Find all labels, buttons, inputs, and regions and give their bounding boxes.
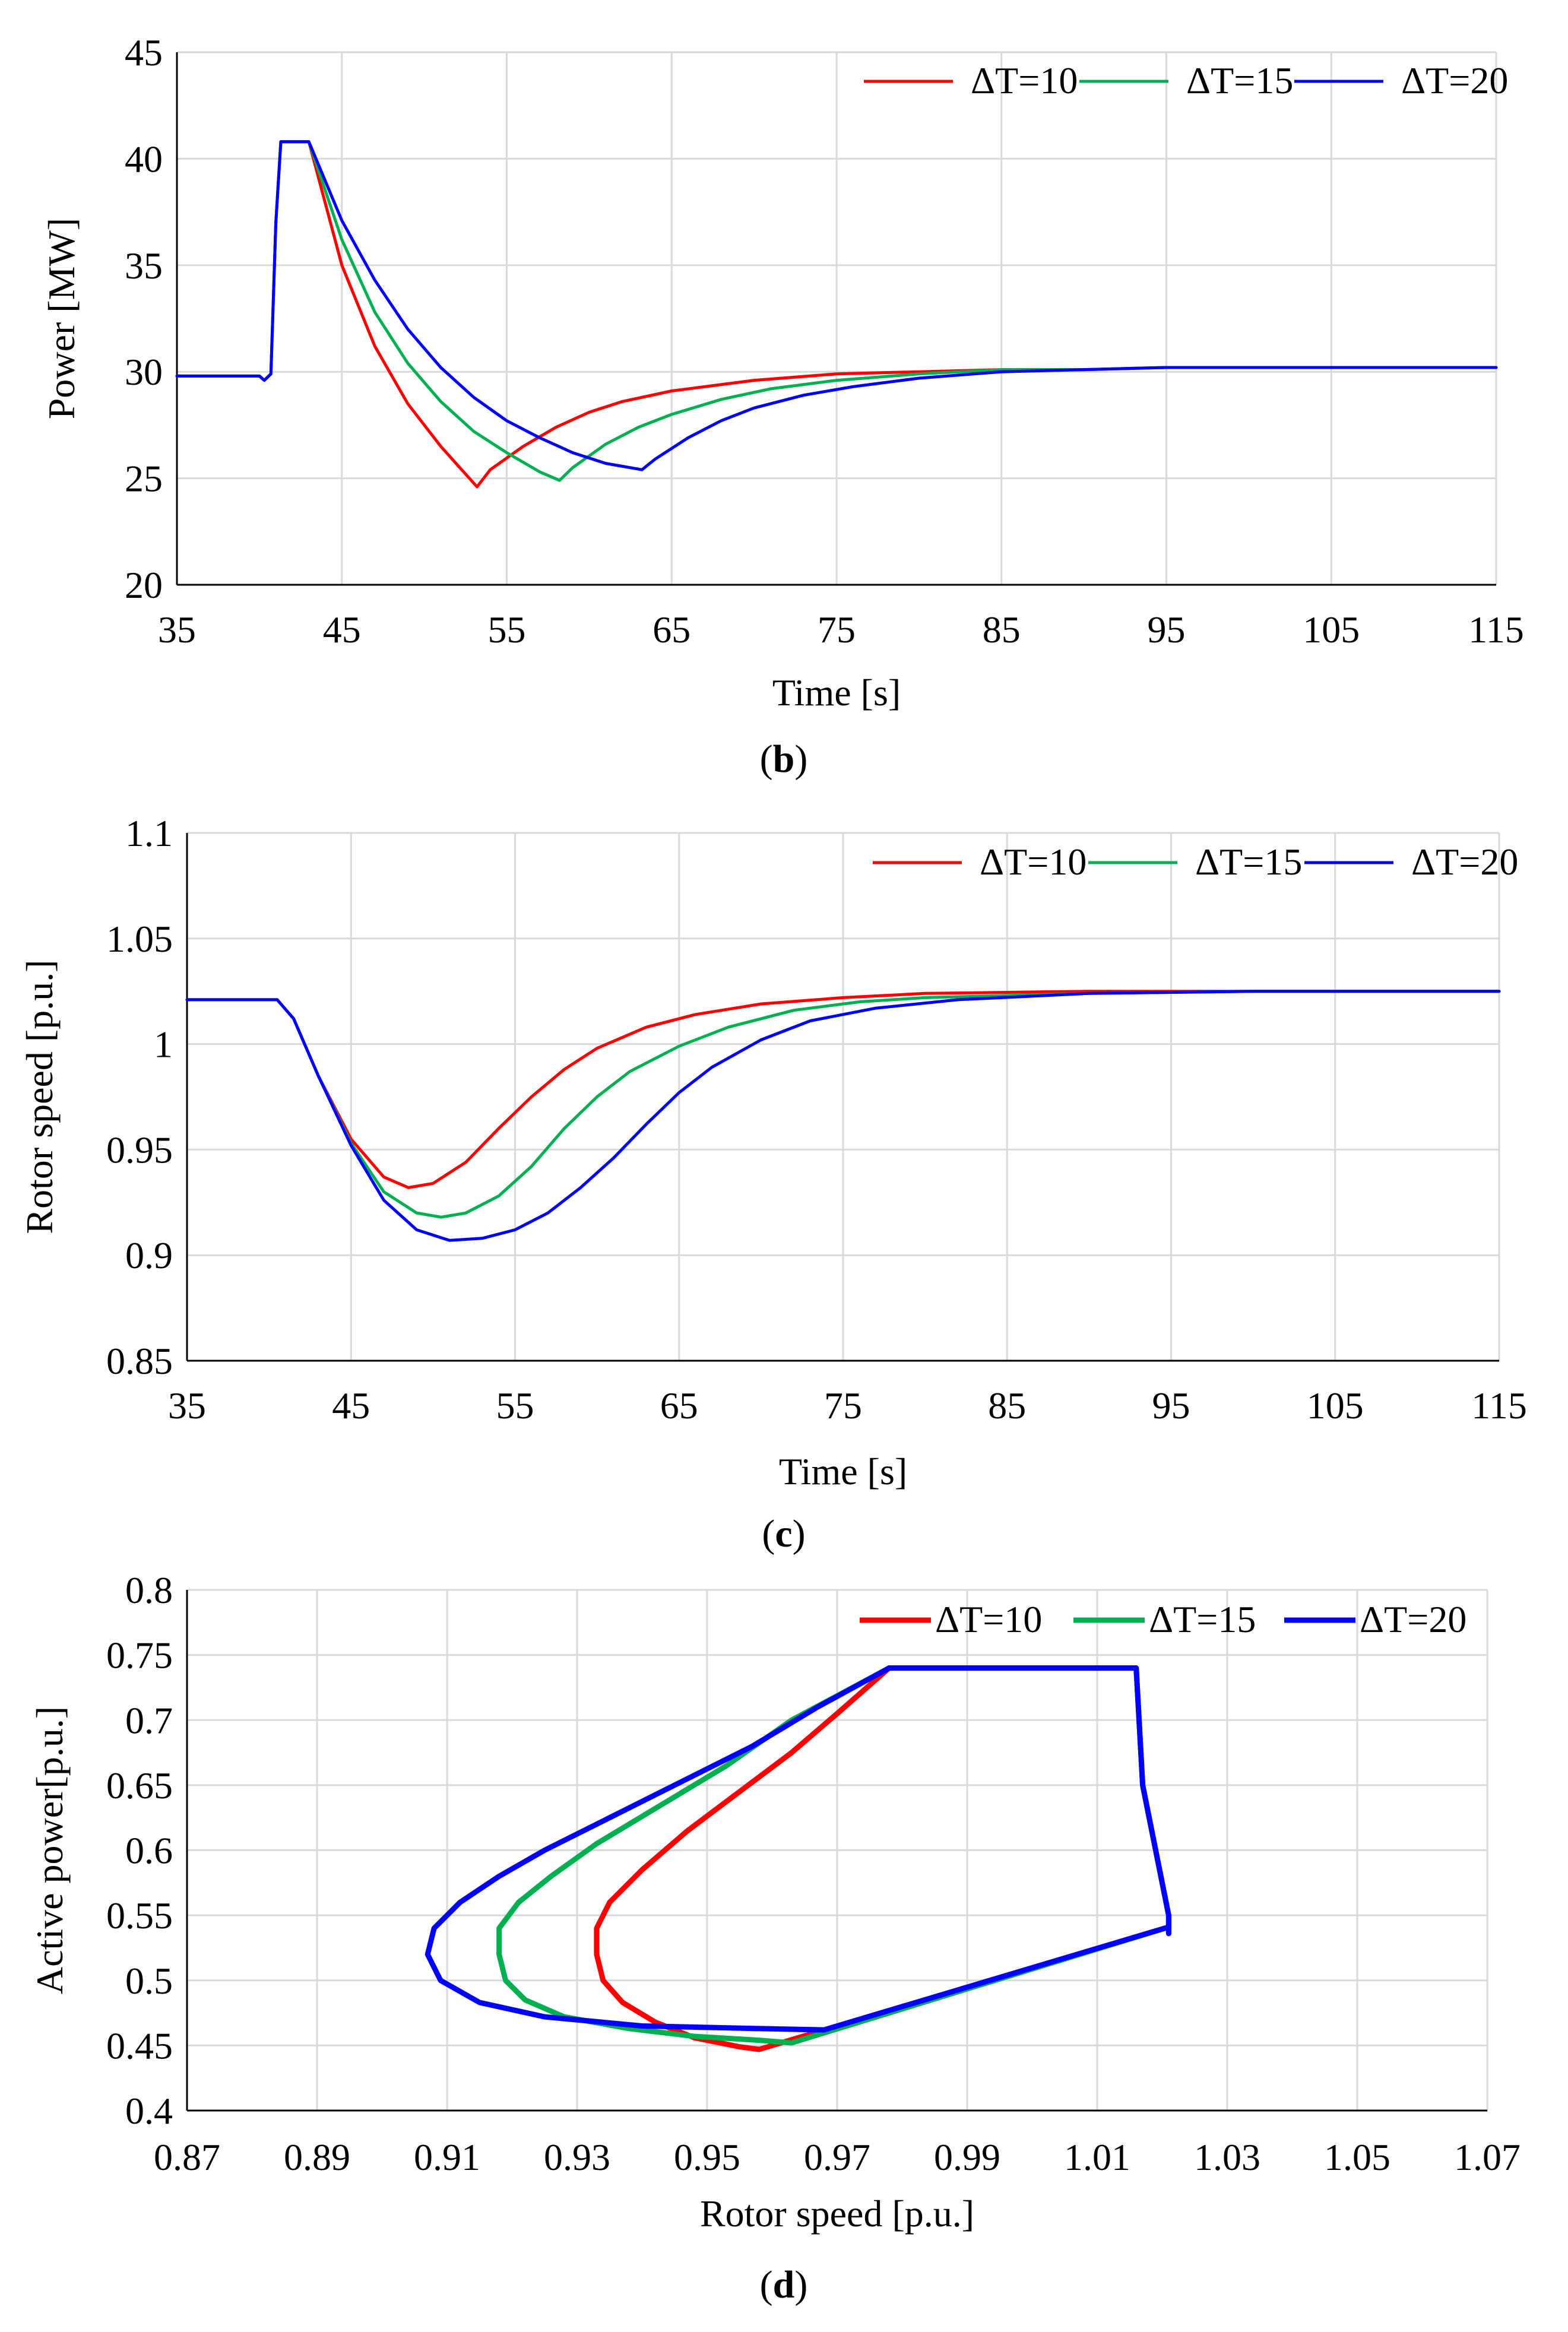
y-tick-label: 0.75: [106, 1634, 173, 1677]
subfigure-caption: (c): [762, 1512, 805, 1555]
legend-label-0: ΔT=10: [971, 59, 1078, 102]
x-tick-label: 1.05: [1324, 2136, 1390, 2178]
caption-letter: d: [773, 2263, 795, 2306]
y-tick-label: 0.7: [125, 1699, 173, 1741]
x-tick-label: 45: [323, 609, 361, 651]
x-tick-label: 65: [652, 609, 690, 651]
x-axis-title: Time [s]: [779, 1450, 907, 1493]
x-tick-label: 0.99: [934, 2136, 1000, 2178]
chart-power: 35 45 55 65 75 85 95 105 115 20 25 30 35 40 45 Time [s]…: [40, 31, 1524, 781]
subfigure-caption: (b): [760, 737, 808, 781]
x-tick-label: 1.03: [1194, 2136, 1260, 2178]
x-tick-label: 0.87: [154, 2136, 220, 2178]
caption-letter: c: [775, 1512, 792, 1555]
gridlines: [187, 1589, 1488, 2111]
x-tick-label: 105: [1303, 609, 1360, 651]
subfigure-caption: (d): [760, 2263, 808, 2306]
legend: ΔT=10 ΔT=15 ΔT=20: [873, 841, 1518, 883]
y-tick-label: 0.8: [125, 1569, 173, 1611]
legend-label-2: ΔT=20: [1411, 841, 1518, 883]
legend-label-1: ΔT=15: [1149, 1598, 1256, 1640]
x-tick-label: 75: [824, 1384, 862, 1427]
x-tick-label: 95: [1148, 609, 1186, 651]
x-tick-label: 85: [988, 1384, 1026, 1427]
legend-label-0: ΔT=10: [980, 841, 1086, 883]
y-tick-label: 0.85: [106, 1340, 173, 1382]
y-tick-label: 30: [125, 351, 163, 393]
caption-letter: b: [773, 737, 795, 781]
y-tick-label: 0.9: [125, 1234, 173, 1276]
x-axis-title: Rotor speed [p.u.]: [700, 2192, 974, 2235]
x-tick-label: 0.93: [544, 2136, 610, 2178]
legend: ΔT=10 ΔT=15 ΔT=20: [860, 1598, 1466, 1640]
legend: ΔT=10 ΔT=15 ΔT=20: [864, 59, 1508, 102]
chart-rotor-speed: 35 45 55 65 75 85 95 105 115 0.85 0.9 0.95 1 1.05 1.1 T…: [18, 812, 1527, 1555]
y-tick-label: 1: [154, 1024, 173, 1066]
series-line-2: [185, 990, 1501, 1242]
x-tick-label: 55: [496, 1384, 534, 1427]
y-axis-title: Active power[p.u.]: [28, 1706, 71, 1994]
x-tick-label: 115: [1471, 1384, 1527, 1427]
x-tick-label: 105: [1307, 1384, 1364, 1427]
y-tick-label: 0.45: [106, 2024, 173, 2067]
chart-active-power-vs-rotor-speed: 0.87 0.89 0.91 0.93 0.95 0.97 0.99 1.01 1.03 1.05…: [28, 1569, 1521, 2306]
x-tick-label: 95: [1152, 1384, 1190, 1427]
x-tick-label: 0.89: [284, 2136, 350, 2178]
series-line-0: [594, 1665, 1171, 2052]
x-tick-label: 0.91: [414, 2136, 480, 2178]
x-tick-label: 75: [818, 609, 856, 651]
legend-label-1: ΔT=15: [1195, 841, 1302, 883]
gridlines: [177, 51, 1497, 585]
x-tick-label: 0.95: [674, 2136, 740, 2178]
y-tick-label: 40: [125, 138, 163, 180]
series-line-2: [425, 1665, 1171, 2033]
series-line-1: [496, 1665, 1171, 2046]
x-tick-label: 115: [1468, 609, 1524, 651]
x-axis-title: Time [s]: [772, 671, 901, 714]
legend-label-2: ΔT=20: [1360, 1598, 1466, 1640]
y-axis-title: Power [MW]: [40, 218, 83, 419]
y-tick-label: 0.55: [106, 1894, 173, 1937]
gridlines: [187, 832, 1500, 1361]
y-tick-label: 0.4: [125, 2090, 173, 2132]
x-tick-label: 55: [488, 609, 526, 651]
y-axis-title: Rotor speed [p.u.]: [18, 959, 61, 1234]
y-tick-label: 0.65: [106, 1764, 173, 1807]
y-tick-label: 1.05: [106, 918, 173, 960]
x-tick-label: 35: [168, 1384, 206, 1427]
x-tick-label: 35: [158, 609, 196, 651]
y-tick-label: 25: [125, 458, 163, 500]
y-tick-label: 20: [125, 564, 163, 606]
y-tick-label: 0.5: [125, 1960, 173, 2002]
x-tick-label: 65: [660, 1384, 698, 1427]
y-tick-label: 1.1: [125, 812, 173, 854]
legend-label-2: ΔT=20: [1401, 59, 1508, 102]
y-tick-label: 0.6: [125, 1830, 173, 1872]
legend-label-1: ΔT=15: [1186, 59, 1293, 102]
legend-label-0: ΔT=10: [935, 1598, 1042, 1640]
x-tick-label: 0.97: [804, 2136, 870, 2178]
y-tick-label: 35: [125, 245, 163, 287]
y-tick-label: 0.95: [106, 1129, 173, 1171]
series-line-2: [175, 140, 1498, 471]
x-tick-label: 45: [332, 1384, 370, 1427]
x-tick-label: 1.01: [1064, 2136, 1130, 2178]
y-tick-label: 45: [125, 31, 163, 74]
x-tick-label: 85: [983, 609, 1021, 651]
x-tick-label: 1.07: [1454, 2136, 1521, 2178]
